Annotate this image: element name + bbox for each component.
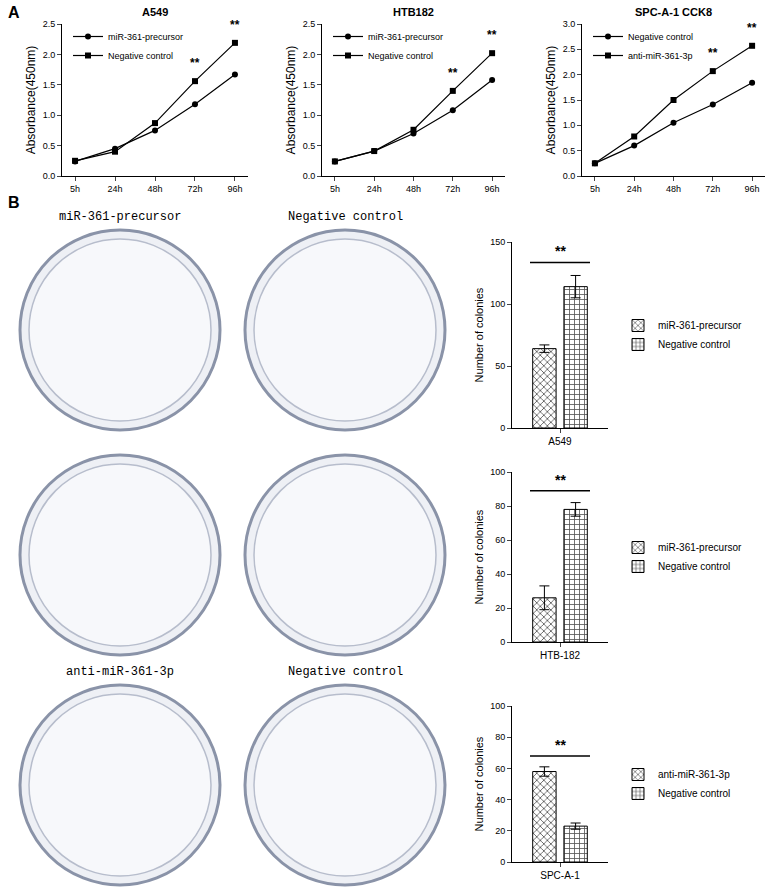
svg-text:Absorbance(450nm): Absorbance(450nm) [24,46,38,155]
svg-text:40: 40 [495,795,505,805]
svg-text:**: ** [555,243,566,259]
svg-text:96h: 96h [485,184,500,194]
svg-text:miR-361-precursor: miR-361-precursor [658,320,742,331]
svg-text:96h: 96h [227,184,242,194]
svg-text:Number of colonies: Number of colonies [473,736,485,831]
svg-text:100: 100 [490,299,505,309]
svg-text:60: 60 [495,535,505,545]
svg-text:150: 150 [490,237,505,247]
svg-text:1.5: 1.5 [43,80,56,90]
svg-text:1.0: 1.0 [43,110,56,120]
svg-text:Negative control: Negative control [658,561,730,572]
svg-text:**: ** [448,66,458,80]
svg-text:Negative control: Negative control [288,210,403,224]
svg-text:**: ** [555,472,566,488]
svg-text:Negative control: Negative control [288,665,403,679]
svg-text:0.5: 0.5 [43,141,56,151]
svg-text:1.0: 1.0 [303,110,316,120]
svg-text:1.0: 1.0 [563,120,576,130]
svg-text:B: B [8,194,20,211]
svg-text:5h: 5h [330,184,340,194]
svg-text:2.0: 2.0 [303,50,316,60]
svg-text:72h: 72h [445,184,460,194]
svg-text:3.0: 3.0 [563,19,576,29]
svg-text:HTB182: HTB182 [393,6,434,18]
svg-text:24h: 24h [367,184,382,194]
svg-text:A549: A549 [548,436,572,447]
svg-text:96h: 96h [745,184,760,194]
svg-text:100: 100 [490,467,505,477]
svg-text:0.0: 0.0 [43,171,56,181]
svg-text:72h: 72h [187,184,202,194]
svg-text:2.5: 2.5 [43,19,56,29]
svg-text:Number of colonies: Number of colonies [473,287,485,382]
svg-text:24h: 24h [108,184,123,194]
svg-text:60: 60 [495,764,505,774]
svg-text:**: ** [555,737,566,753]
svg-text:miR-361-precursor: miR-361-precursor [108,32,183,42]
svg-text:A549: A549 [142,6,168,18]
svg-text:40: 40 [495,569,505,579]
svg-text:100: 100 [490,701,505,711]
svg-text:**: ** [487,28,497,42]
svg-text:24h: 24h [627,184,642,194]
svg-text:anti-miR-361-3p: anti-miR-361-3p [628,51,693,61]
svg-text:**: ** [747,21,757,35]
svg-text:0.5: 0.5 [303,141,316,151]
svg-text:SPC-A-1 CCK8: SPC-A-1 CCK8 [635,6,712,18]
svg-text:5h: 5h [590,184,600,194]
svg-text:0: 0 [500,637,505,647]
svg-text:80: 80 [495,732,505,742]
svg-text:48h: 48h [147,184,162,194]
svg-text:**: ** [190,56,200,70]
svg-text:HTB-182: HTB-182 [540,650,580,661]
svg-text:1.5: 1.5 [303,80,316,90]
svg-text:Absorbance(450nm): Absorbance(450nm) [544,46,558,155]
svg-text:2.0: 2.0 [563,70,576,80]
svg-text:72h: 72h [705,184,720,194]
svg-text:Negative control: Negative control [368,51,433,61]
svg-text:SPC-A-1: SPC-A-1 [540,870,580,881]
svg-text:Negative control: Negative control [658,788,730,799]
svg-text:50: 50 [495,361,505,371]
svg-text:0.5: 0.5 [563,146,576,156]
svg-text:Absorbance(450nm): Absorbance(450nm) [284,46,298,155]
svg-text:Negative control: Negative control [658,339,730,350]
svg-text:anti-miR-361-3p: anti-miR-361-3p [658,769,730,780]
svg-text:48h: 48h [666,184,681,194]
svg-text:5h: 5h [70,184,80,194]
svg-text:0.0: 0.0 [563,171,576,181]
svg-text:20: 20 [495,603,505,613]
svg-text:2.5: 2.5 [563,44,576,54]
svg-text:2.0: 2.0 [43,50,56,60]
svg-text:miR-361-precursor: miR-361-precursor [658,542,742,553]
svg-text:anti-miR-361-3p: anti-miR-361-3p [66,665,174,679]
svg-text:1.5: 1.5 [563,95,576,105]
svg-text:Negative control: Negative control [108,51,173,61]
svg-text:A: A [8,4,20,21]
svg-text:Number of colonies: Number of colonies [473,509,485,604]
svg-text:20: 20 [495,826,505,836]
svg-text:2.5: 2.5 [303,19,316,29]
svg-text:0: 0 [500,857,505,867]
svg-text:Negative control: Negative control [628,32,693,42]
svg-text:0: 0 [500,423,505,433]
svg-text:0.0: 0.0 [303,171,316,181]
svg-text:48h: 48h [406,184,421,194]
svg-text:miR-361-precursor: miR-361-precursor [59,210,181,224]
svg-text:miR-361-precursor: miR-361-precursor [368,32,443,42]
svg-text:**: ** [708,46,718,60]
svg-text:80: 80 [495,501,505,511]
svg-text:**: ** [230,18,240,32]
